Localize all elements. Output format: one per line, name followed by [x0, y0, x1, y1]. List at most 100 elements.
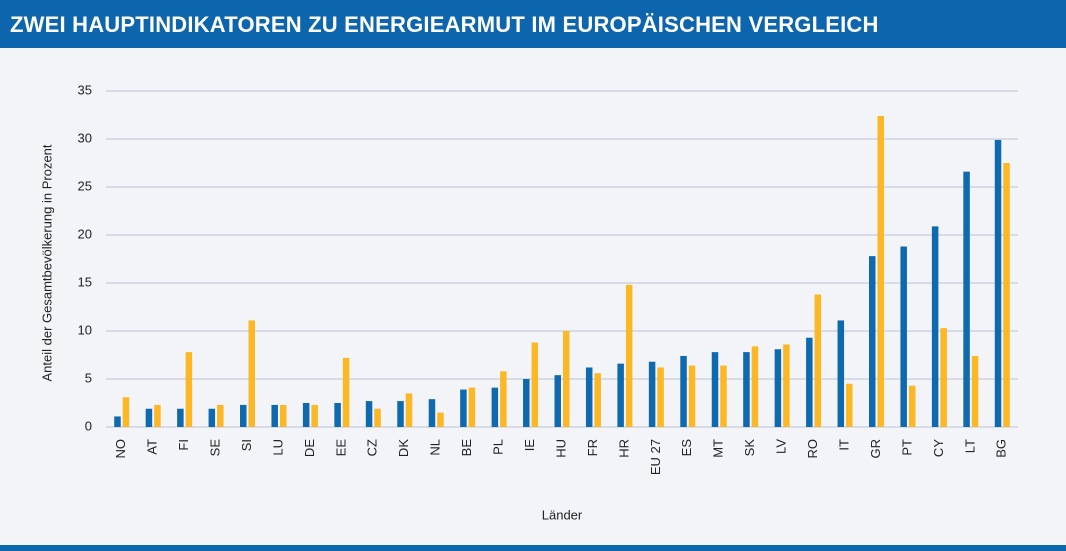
y-tick-label: 25	[78, 178, 92, 193]
y-tick-label: 30	[78, 130, 92, 145]
x-tick-label: LV	[774, 439, 789, 454]
bar	[468, 387, 476, 427]
bar	[397, 401, 404, 427]
header: ZWEI HAUPTINDIKATOREN ZU ENERGIEARMUT IM…	[0, 0, 1066, 48]
bar	[783, 344, 790, 427]
x-tick-label: LU	[270, 439, 285, 456]
y-tick-label: 5	[85, 370, 92, 385]
y-axis-label: Anteil der Gesamtbevölkerung in Prozent	[39, 144, 54, 381]
x-tick-label: FR	[585, 439, 600, 456]
bar	[374, 408, 381, 427]
bar	[751, 346, 759, 427]
chart-title: ZWEI HAUPTINDIKATOREN ZU ENERGIEARMUT IM…	[10, 12, 879, 37]
bar	[617, 363, 624, 427]
bar	[248, 320, 256, 427]
bar	[680, 355, 687, 427]
bar	[500, 371, 507, 427]
x-tick-label: SE	[208, 439, 223, 457]
x-tick-label: ES	[679, 439, 694, 457]
bar	[563, 331, 570, 427]
x-tick-label: DE	[302, 439, 317, 457]
bar	[491, 387, 499, 427]
chart: Anteil der Gesamtbevölkerung in Prozent …	[39, 82, 1018, 522]
bar	[711, 352, 719, 427]
bar	[208, 408, 216, 427]
bar	[405, 393, 413, 427]
bar	[806, 337, 813, 427]
bar	[437, 412, 444, 427]
bar	[428, 399, 436, 427]
y-tick-label: 10	[78, 322, 92, 337]
bar	[145, 408, 153, 427]
x-tick-label: PT	[899, 439, 914, 456]
y-tick-label: 15	[78, 274, 92, 289]
x-tick-label: NL	[428, 439, 443, 456]
bar	[868, 256, 876, 427]
y-tick-label: 0	[85, 418, 92, 433]
x-tick-label: PL	[491, 439, 506, 455]
x-tick-label: FI	[176, 439, 191, 451]
x-tick-label: CY	[931, 439, 946, 457]
x-tick-label: NO	[113, 439, 128, 459]
bar	[774, 349, 782, 427]
bar	[185, 352, 193, 427]
x-tick-label: IT	[836, 439, 851, 451]
bar	[877, 115, 884, 428]
bar	[837, 320, 845, 427]
bar	[114, 416, 121, 427]
footer-bar	[0, 545, 1066, 551]
x-tick-label: AT	[145, 439, 160, 455]
bar	[531, 342, 539, 427]
bar	[554, 375, 561, 427]
x-tick-label: EU 27	[648, 439, 663, 475]
x-tick-label: LT	[962, 439, 977, 453]
x-tick-label: BE	[459, 439, 474, 457]
x-tick-label: IE	[522, 439, 537, 452]
bar	[743, 352, 750, 427]
bar	[908, 385, 916, 427]
x-tick-label: RO	[805, 439, 820, 459]
bar	[814, 294, 822, 427]
bar	[931, 226, 939, 427]
bar	[460, 389, 467, 427]
bar	[657, 367, 664, 427]
bar	[940, 328, 947, 427]
bar	[523, 379, 530, 427]
bar	[122, 397, 130, 427]
bar	[240, 404, 247, 427]
bar	[342, 357, 350, 427]
x-tick-label: DK	[396, 439, 411, 457]
x-tick-label: BG	[994, 439, 1009, 458]
bar	[154, 404, 161, 427]
bar	[334, 403, 341, 427]
bar	[177, 408, 184, 427]
bar	[279, 404, 287, 427]
bar	[648, 361, 656, 427]
bar	[625, 284, 633, 427]
x-tick-label: HU	[553, 439, 568, 458]
bar	[1003, 163, 1010, 427]
y-tick-label: 20	[78, 226, 92, 241]
bar	[971, 355, 979, 427]
x-tick-label: SI	[239, 439, 254, 451]
x-tick-label: GR	[868, 439, 883, 459]
bar	[688, 365, 696, 427]
x-axis-label: Länder	[542, 507, 583, 522]
x-tick-label: HR	[616, 439, 631, 458]
bar	[846, 383, 853, 427]
bar	[900, 246, 907, 427]
x-tick-label: SK	[742, 439, 757, 457]
bar	[585, 367, 593, 427]
x-tick-label: EE	[333, 439, 348, 457]
bar	[365, 401, 373, 427]
bar	[994, 139, 1002, 427]
bar	[963, 171, 970, 427]
x-tick-label: MT	[711, 439, 726, 458]
x-tick-label: CZ	[365, 439, 380, 456]
bar	[302, 403, 310, 427]
bar	[217, 404, 224, 427]
y-tick-label: 35	[78, 82, 92, 97]
bar	[720, 365, 727, 427]
bar	[271, 404, 278, 427]
